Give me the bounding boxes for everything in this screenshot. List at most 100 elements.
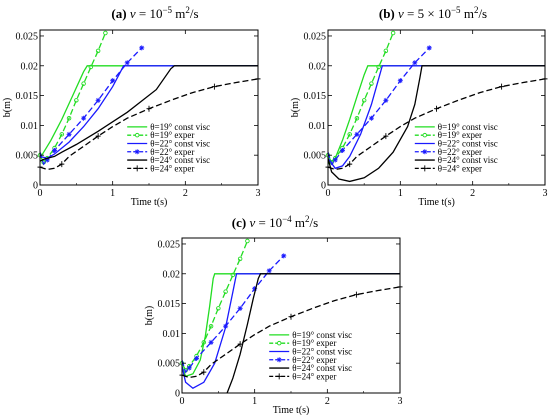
series-line-5 xyxy=(182,286,400,379)
panel-title: (a) ν = 10−5 m2/s xyxy=(111,5,198,21)
y-tick-label: 0.015 xyxy=(158,299,181,310)
series-line-0 xyxy=(40,65,258,159)
data-point xyxy=(201,340,207,345)
data-point xyxy=(59,161,65,168)
x-tick-label: 1 xyxy=(252,396,257,407)
data-point xyxy=(426,45,432,51)
legend-label: θ=24° const visc xyxy=(150,155,210,165)
data-point xyxy=(59,132,65,137)
nu-equals: = xyxy=(259,215,270,230)
data-point xyxy=(332,157,338,163)
nu-symbol: ν xyxy=(395,6,407,21)
data-point xyxy=(369,81,374,86)
unit-exponent: 2 xyxy=(474,5,479,15)
data-point xyxy=(124,60,130,66)
nu-value: 5 × 10 xyxy=(418,6,451,21)
panel-label: (b) xyxy=(379,6,395,21)
y-tick-label: 0.02 xyxy=(21,61,39,72)
x-tick-label: 2 xyxy=(183,188,188,199)
legend-marker xyxy=(276,373,282,380)
legend-marker xyxy=(134,149,140,155)
x-tick-label: 2 xyxy=(325,396,330,407)
data-point xyxy=(412,60,418,66)
data-point xyxy=(52,147,58,153)
data-point xyxy=(66,131,72,137)
data-point xyxy=(74,98,79,103)
data-point xyxy=(383,48,389,54)
panel-label: (a) xyxy=(111,6,126,21)
series-line-2 xyxy=(40,65,258,159)
data-point xyxy=(201,369,207,376)
unit-per-second: /s xyxy=(478,6,487,21)
data-point xyxy=(186,365,192,371)
series-line-5 xyxy=(328,78,545,171)
data-point xyxy=(397,78,403,84)
data-point xyxy=(245,238,250,244)
series-line-2 xyxy=(328,65,545,170)
data-point xyxy=(288,313,294,320)
y-tick-label: 0.025 xyxy=(158,239,181,250)
nu-equals: = xyxy=(407,6,418,21)
panel-c: (c) ν = 10−4 m2/s0 1 2 300.0050.010.0150.02… xyxy=(144,214,403,415)
data-point xyxy=(44,157,50,163)
data-point xyxy=(208,323,214,329)
data-point xyxy=(208,339,214,345)
nu-unit: m xyxy=(172,6,185,21)
legend-marker xyxy=(134,165,140,172)
x-tick-label: 0 xyxy=(38,188,43,199)
unit-exponent: 2 xyxy=(305,214,310,224)
legend-label: θ=19° exper xyxy=(292,338,336,348)
data-point xyxy=(103,30,108,36)
x-tick-label: 3 xyxy=(543,188,548,199)
data-point xyxy=(281,253,287,259)
nu-equals: = xyxy=(139,6,150,21)
series-line-4 xyxy=(226,273,400,393)
x-tick-label: 2 xyxy=(470,188,475,199)
y-axis-label: b(m) xyxy=(144,306,155,325)
data-point xyxy=(390,30,396,36)
data-point xyxy=(347,161,353,168)
x-axis-label: Time t(s) xyxy=(273,405,310,415)
x-tick-label: 1 xyxy=(110,188,115,199)
legend-marker xyxy=(134,132,140,138)
nu-exponent: −5 xyxy=(451,5,461,15)
series-line-1 xyxy=(182,240,249,372)
x-axis-label: Time t(s) xyxy=(131,197,168,208)
data-point xyxy=(211,83,217,90)
legend-label: θ=24° exper xyxy=(150,163,194,173)
y-tick-label: 0.01 xyxy=(21,121,39,132)
x-tick-label: 3 xyxy=(398,396,403,407)
data-point xyxy=(361,98,367,103)
data-point xyxy=(339,147,345,153)
data-point xyxy=(223,323,229,329)
series-line-1 xyxy=(328,32,394,164)
data-point xyxy=(237,256,243,262)
series-line-4 xyxy=(328,65,545,183)
data-point xyxy=(139,45,145,51)
legend-label: θ=22° exper xyxy=(438,147,482,157)
legend-label: θ=19° const visc xyxy=(150,122,210,132)
x-tick-label: 0 xyxy=(326,188,331,199)
data-point xyxy=(66,115,72,121)
legend-label: θ=22° exper xyxy=(292,355,336,365)
y-tick-label: 0.015 xyxy=(16,91,39,102)
nu-symbol: ν xyxy=(246,215,258,230)
data-point xyxy=(354,115,360,121)
legend-marker xyxy=(422,132,428,138)
legend-label: θ=24° exper xyxy=(292,371,336,381)
data-point xyxy=(237,341,243,348)
legend-marker xyxy=(422,149,428,155)
data-point xyxy=(95,97,101,103)
y-axis-label: b(m) xyxy=(2,98,13,117)
data-point xyxy=(434,105,439,112)
data-point xyxy=(223,289,228,294)
unit-per-second: /s xyxy=(190,6,199,21)
data-point xyxy=(237,305,243,311)
y-tick-label: 0.015 xyxy=(304,91,327,102)
panel-label: (c) xyxy=(232,215,246,230)
series-line-5 xyxy=(40,78,258,171)
data-point xyxy=(81,115,87,121)
